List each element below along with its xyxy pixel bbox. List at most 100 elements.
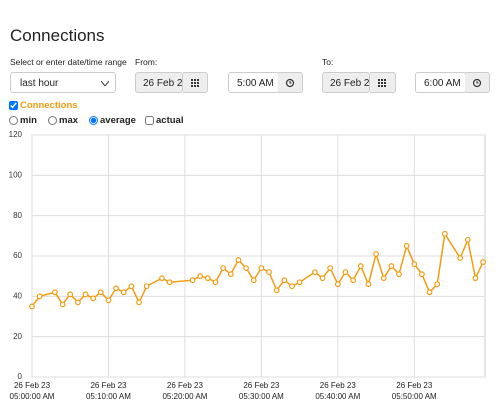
option-actual[interactable]: actual	[145, 115, 183, 126]
data-point	[29, 303, 35, 310]
data-point	[36, 293, 43, 300]
range-value: last hour	[20, 78, 59, 89]
data-point	[227, 271, 234, 278]
data-point	[327, 265, 334, 272]
x-tick-label: 26 Feb 23 05:10:00 AM	[85, 381, 131, 401]
data-point	[189, 277, 196, 284]
option-label: average	[100, 115, 136, 126]
y-tick-label: 40	[13, 291, 22, 300]
y-tick-label: 60	[13, 251, 22, 260]
from-label: From:	[135, 57, 158, 67]
range-select[interactable]: last hour	[10, 72, 116, 93]
x-tick-label: 26 Feb 23 05:20:00 AM	[162, 381, 208, 401]
data-point	[441, 230, 448, 237]
data-point	[120, 289, 127, 296]
data-point	[419, 271, 425, 278]
data-point	[204, 275, 211, 282]
data-point	[411, 261, 418, 267]
dropdown-arrow	[101, 81, 109, 86]
option-label: max	[59, 115, 79, 126]
data-point	[365, 281, 372, 288]
data-point	[388, 263, 395, 269]
data-point	[426, 289, 433, 296]
radio[interactable]	[9, 116, 18, 125]
data-point	[296, 279, 303, 286]
data-point	[59, 301, 66, 308]
page-title: Connections	[10, 26, 105, 45]
radio[interactable]	[48, 116, 57, 125]
data-point	[97, 289, 104, 296]
y-tick-label: 80	[13, 211, 22, 220]
data-point	[128, 283, 135, 290]
data-point	[82, 291, 89, 298]
calendar-icon	[191, 79, 199, 87]
series-checkbox[interactable]	[9, 101, 18, 110]
checkbox[interactable]	[145, 116, 154, 125]
data-point	[250, 277, 257, 284]
data-point	[273, 287, 280, 294]
data-point	[434, 281, 441, 288]
x-tick-label: 26 Feb 23 05:40:00 AM	[315, 381, 361, 401]
radio[interactable]	[89, 116, 98, 125]
from-calendar-button[interactable]	[183, 72, 208, 93]
data-point	[90, 295, 97, 302]
data-point	[266, 269, 272, 276]
data-point	[243, 265, 249, 272]
y-tick-label: 120	[9, 130, 23, 139]
data-point	[464, 236, 471, 243]
y-tick-label: 100	[9, 170, 23, 179]
x-tick-label: 26 Feb 23 05:50:00 AM	[391, 381, 437, 401]
data-point	[166, 279, 173, 286]
data-point	[403, 243, 410, 249]
data-point	[357, 263, 364, 269]
option-average[interactable]: average	[89, 115, 136, 126]
clock-icon	[285, 78, 295, 88]
option-label: min	[20, 115, 37, 126]
clock-icon	[472, 78, 482, 88]
data-point	[52, 289, 58, 296]
data-point	[350, 277, 357, 284]
to-date[interactable]: 26 Feb 23	[322, 72, 370, 93]
x-tick-label: 26 Feb 23 05:00:00 AM	[9, 381, 55, 401]
data-point	[319, 275, 326, 282]
from-date[interactable]: 26 Feb 23	[135, 72, 183, 93]
y-tick-label: 0	[18, 372, 23, 381]
option-min[interactable]: min	[9, 115, 37, 126]
data-point	[105, 297, 112, 304]
data-point	[220, 265, 227, 272]
to-clock-button[interactable]	[465, 72, 490, 93]
data-point	[281, 277, 288, 284]
y-tick-label: 20	[13, 332, 22, 341]
data-point	[113, 285, 120, 292]
data-point	[342, 269, 349, 276]
data-point	[472, 275, 479, 282]
series-toggle[interactable]: Connections	[9, 100, 78, 111]
data-point	[74, 299, 81, 306]
to-calendar-button[interactable]	[370, 72, 396, 93]
data-point	[258, 265, 265, 272]
x-tick-label: 26 Feb 23 05:30:00 AM	[238, 381, 284, 401]
data-point	[396, 271, 402, 278]
data-point	[480, 259, 486, 265]
data-point	[159, 275, 165, 282]
data-point	[380, 275, 387, 282]
range-label: Select or enter date/time range	[10, 57, 127, 67]
data-point	[311, 269, 318, 276]
data-point	[235, 257, 242, 263]
data-point	[212, 279, 219, 286]
data-point	[457, 255, 464, 261]
option-max[interactable]: max	[48, 115, 78, 126]
data-point	[197, 273, 204, 280]
calendar-icon	[378, 79, 386, 87]
data-point	[334, 281, 341, 288]
from-clock-button[interactable]	[278, 72, 303, 93]
data-point	[289, 283, 295, 290]
data-point	[373, 251, 379, 257]
to-label: To:	[322, 57, 334, 67]
to-time[interactable]: 6:00 AM	[415, 72, 466, 93]
data-point	[67, 291, 74, 298]
legend-entry: Connections	[20, 100, 78, 111]
data-point	[143, 283, 150, 290]
